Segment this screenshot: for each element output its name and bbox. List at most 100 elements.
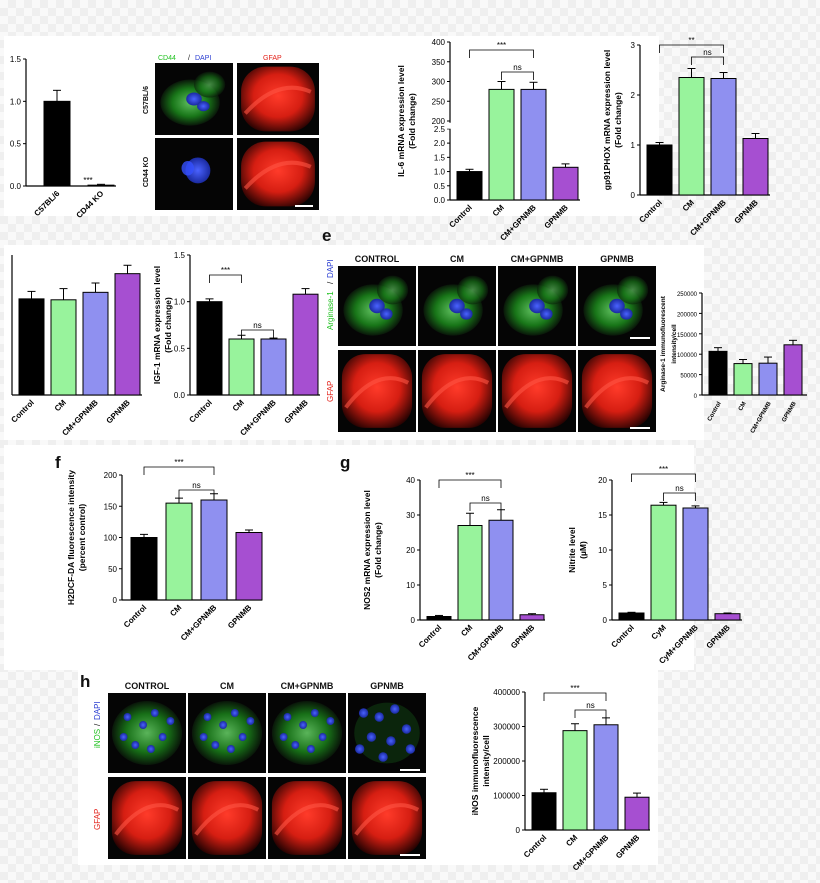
sig-bracket — [241, 329, 274, 338]
y-tick-label: 20 — [598, 476, 607, 485]
sig-label: ns — [192, 481, 200, 490]
bar-control — [196, 301, 223, 396]
y-axis-label-2: (µM) — [578, 541, 588, 559]
y-tick-label: 0 — [411, 616, 416, 625]
y-tick-label: 150 — [104, 502, 118, 511]
arginase-tile-0 — [338, 266, 416, 346]
bar-cm — [733, 363, 753, 396]
inos-tile-1 — [188, 693, 266, 773]
y-tick-label: 3 — [631, 41, 636, 50]
y-tick-label: 0.0 — [10, 182, 22, 191]
panel-letter-g: g — [340, 453, 350, 472]
y-tick-label: 0.0 — [174, 391, 186, 400]
h-col-label: CONTROL — [125, 681, 170, 691]
bar-cm-gpnmb — [710, 78, 737, 196]
y-tick-label: 300000 — [493, 723, 520, 732]
sig-label: ns — [586, 701, 594, 710]
y-tick-label: 0.5 — [174, 344, 186, 353]
gfap-h-tile-1 — [188, 777, 266, 859]
panel-letter-h: h — [80, 672, 90, 691]
y-tick-label: 1.0 — [434, 168, 446, 177]
gfap-ko-tile — [237, 138, 319, 210]
bar-control — [646, 144, 673, 196]
y-tick-label: 0 — [694, 394, 698, 400]
bar-control — [426, 616, 452, 621]
sig-label: *** — [497, 41, 506, 50]
h-row-label-sep: / — [93, 723, 102, 726]
y-tick-label: 200 — [104, 471, 118, 480]
panel-letter-f: f — [55, 453, 61, 472]
y-tick-label: 0 — [603, 616, 608, 625]
bar-control — [531, 792, 557, 831]
bar-control — [18, 298, 45, 396]
y-axis-label: Nitrite level — [567, 527, 577, 573]
bar-cm — [50, 299, 77, 396]
gfap-h-tile-3 — [348, 777, 426, 859]
y-tick-label: 0 — [516, 826, 521, 835]
bar-cm-gpnmb — [758, 362, 778, 396]
y-tick-label: 1.5 — [434, 153, 446, 162]
y-tick-label: 400000 — [493, 688, 520, 697]
y-axis-label: IL-6 mRNA expression level — [396, 65, 406, 177]
h-col-label: GPNMB — [370, 681, 404, 691]
inos-tile-3 — [348, 693, 426, 773]
y-tick-label: 100000 — [677, 353, 698, 359]
e-col-label: CONTROL — [355, 254, 400, 264]
sig-bracket — [143, 466, 215, 475]
y-tick-label: 200000 — [493, 757, 520, 766]
sig-label: *** — [221, 266, 230, 275]
bar-gpnmb — [552, 166, 579, 201]
e-col-label: CM — [450, 254, 464, 264]
sig-label: *** — [570, 684, 579, 693]
y-axis-label: IGF-1 mRNA expression level — [152, 266, 162, 384]
bar-cm-gpnmb — [520, 88, 547, 201]
arginase-tile-2 — [498, 266, 576, 346]
sig-label: *** — [83, 176, 92, 185]
bar-cym — [650, 504, 677, 621]
sig-bracket — [691, 56, 724, 65]
y-tick-label: 2 — [631, 91, 636, 100]
bar-gpnmb — [714, 613, 741, 621]
gfap-h-tile-0 — [108, 777, 186, 859]
e-row-label-arg: Arginase-1 — [326, 291, 335, 330]
bar-gpnmb — [114, 273, 141, 396]
sig-label: *** — [659, 465, 668, 474]
y-axis-label-2: (Fold change) — [163, 297, 173, 353]
y-tick-label: 2.0 — [434, 139, 446, 148]
bar-control — [708, 350, 728, 396]
y-axis-label-2: (Fold change) — [613, 92, 623, 148]
channel-title-sep: / — [188, 55, 190, 62]
sig-label: ns — [481, 494, 489, 503]
y-tick-label: 50 — [108, 565, 117, 574]
y-axis-label-2: (Fold change) — [407, 93, 417, 149]
y-tick-label: 20 — [406, 546, 415, 555]
h-row-label-gfap: GFAP — [93, 809, 102, 830]
y-tick-label: 15 — [598, 511, 607, 520]
sig-label: ns — [253, 321, 261, 330]
y-tick-label: 1.0 — [174, 298, 186, 307]
y-tick-label: 5 — [603, 581, 608, 590]
arginase-tile-3 — [578, 266, 656, 346]
y-tick-label: 200000 — [677, 312, 698, 318]
y-axis-label: H2DCF-DA fluorescence intensity — [66, 470, 76, 606]
sig-label: ns — [675, 484, 683, 493]
sig-label: *** — [174, 458, 183, 467]
y-axis-label: gp91PHOX mRNA expression level — [602, 50, 612, 190]
bar-cm — [457, 525, 483, 621]
h-row-label-dapi: DAPI — [93, 701, 102, 720]
panel-letter-e: e — [322, 226, 331, 245]
sig-label: ns — [513, 63, 521, 72]
bar-gpnmb — [292, 293, 319, 396]
y-axis-label-2: (percent control) — [77, 504, 87, 572]
sig-bracket — [659, 44, 724, 53]
gfap-e-tile-3 — [578, 350, 656, 432]
sig-bracket — [438, 479, 502, 488]
y-tick-label: 100000 — [493, 792, 520, 801]
bar-c57bl-6 — [43, 100, 71, 187]
y-tick-label: 30 — [406, 511, 415, 520]
y-tick-label: 0.0 — [434, 196, 446, 205]
y-tick-label: 300 — [432, 78, 446, 87]
sig-bracket — [469, 49, 534, 58]
